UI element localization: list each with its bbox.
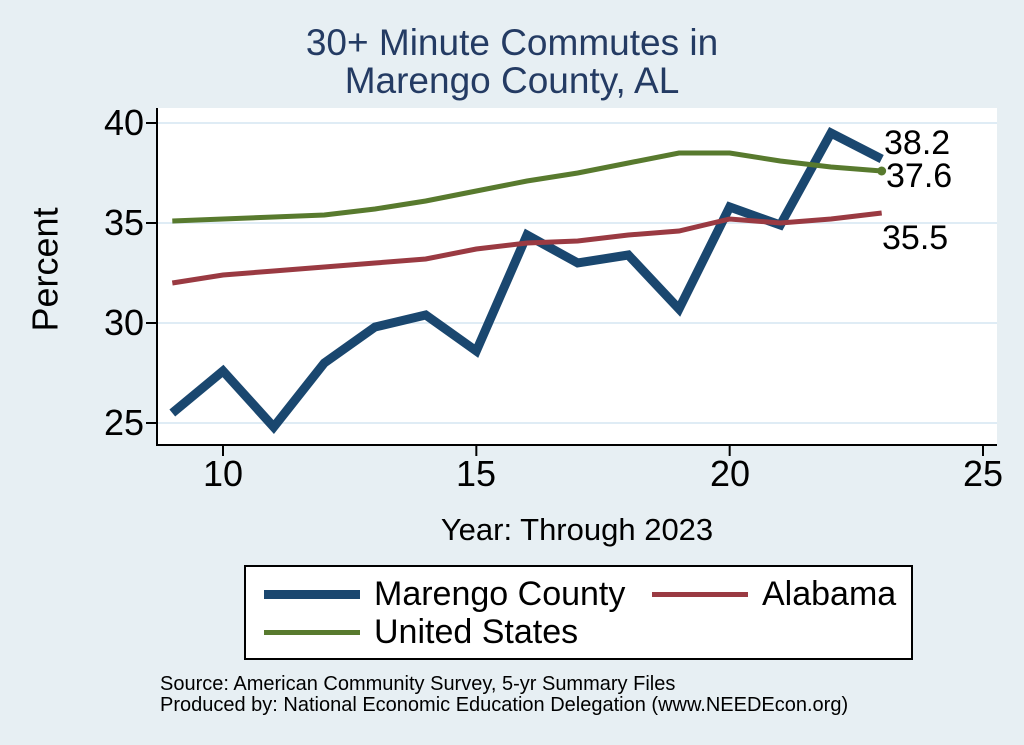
y-tick-40: 40 (103, 102, 144, 143)
series-line-united-states (172, 150, 882, 224)
x-tick-20: 20 (709, 453, 751, 494)
source-notes: Source: American Community Survey, 5-yr … (160, 674, 1000, 716)
series-line-marengo-county (169, 127, 884, 434)
end-label-us: 37.6 (886, 157, 953, 195)
x-tick-10: 10 (202, 453, 244, 494)
y-tick-25: 25 (103, 402, 144, 443)
legend-label-alabama: Alabama (762, 574, 897, 613)
legend-entry-us: United States (264, 613, 578, 651)
end-label-marengo: 38.2 (884, 124, 951, 162)
x-tick-15: 15 (455, 453, 497, 494)
legend-box: Marengo County Alabama United States (244, 565, 913, 660)
y-tick-35: 35 (103, 202, 144, 243)
chart-title-line1: 30+ Minute Commutes in (305, 22, 719, 63)
legend-entry-alabama: Alabama (652, 575, 896, 613)
x-tick-25: 25 (962, 453, 1004, 494)
legend-label-us: United States (374, 612, 579, 651)
legend-label-marengo: Marengo County (374, 574, 626, 613)
legend-swatch-alabama (652, 591, 748, 597)
x-axis-title: Year: Through 2023 (440, 512, 714, 547)
chart-title-line2: Marengo County, AL (344, 60, 680, 101)
produced-by-line: Produced by: National Economic Education… (160, 694, 849, 716)
series-line-alabama (171, 210, 882, 286)
legend-swatch-marengo (264, 589, 360, 599)
legend-entry-marengo: Marengo County (264, 575, 625, 613)
series-end-marker-united-states (877, 166, 887, 176)
chart-title: 30+ Minute Commutes in Marengo County, A… (0, 24, 1024, 100)
y-axis-title: Percent (24, 207, 66, 332)
legend-swatch-us (264, 629, 360, 635)
plot-area (157, 108, 997, 445)
source-line: Source: American Community Survey, 5-yr … (160, 673, 676, 695)
y-tick-30: 30 (103, 302, 144, 343)
end-label-alabama: 35.5 (882, 219, 949, 257)
